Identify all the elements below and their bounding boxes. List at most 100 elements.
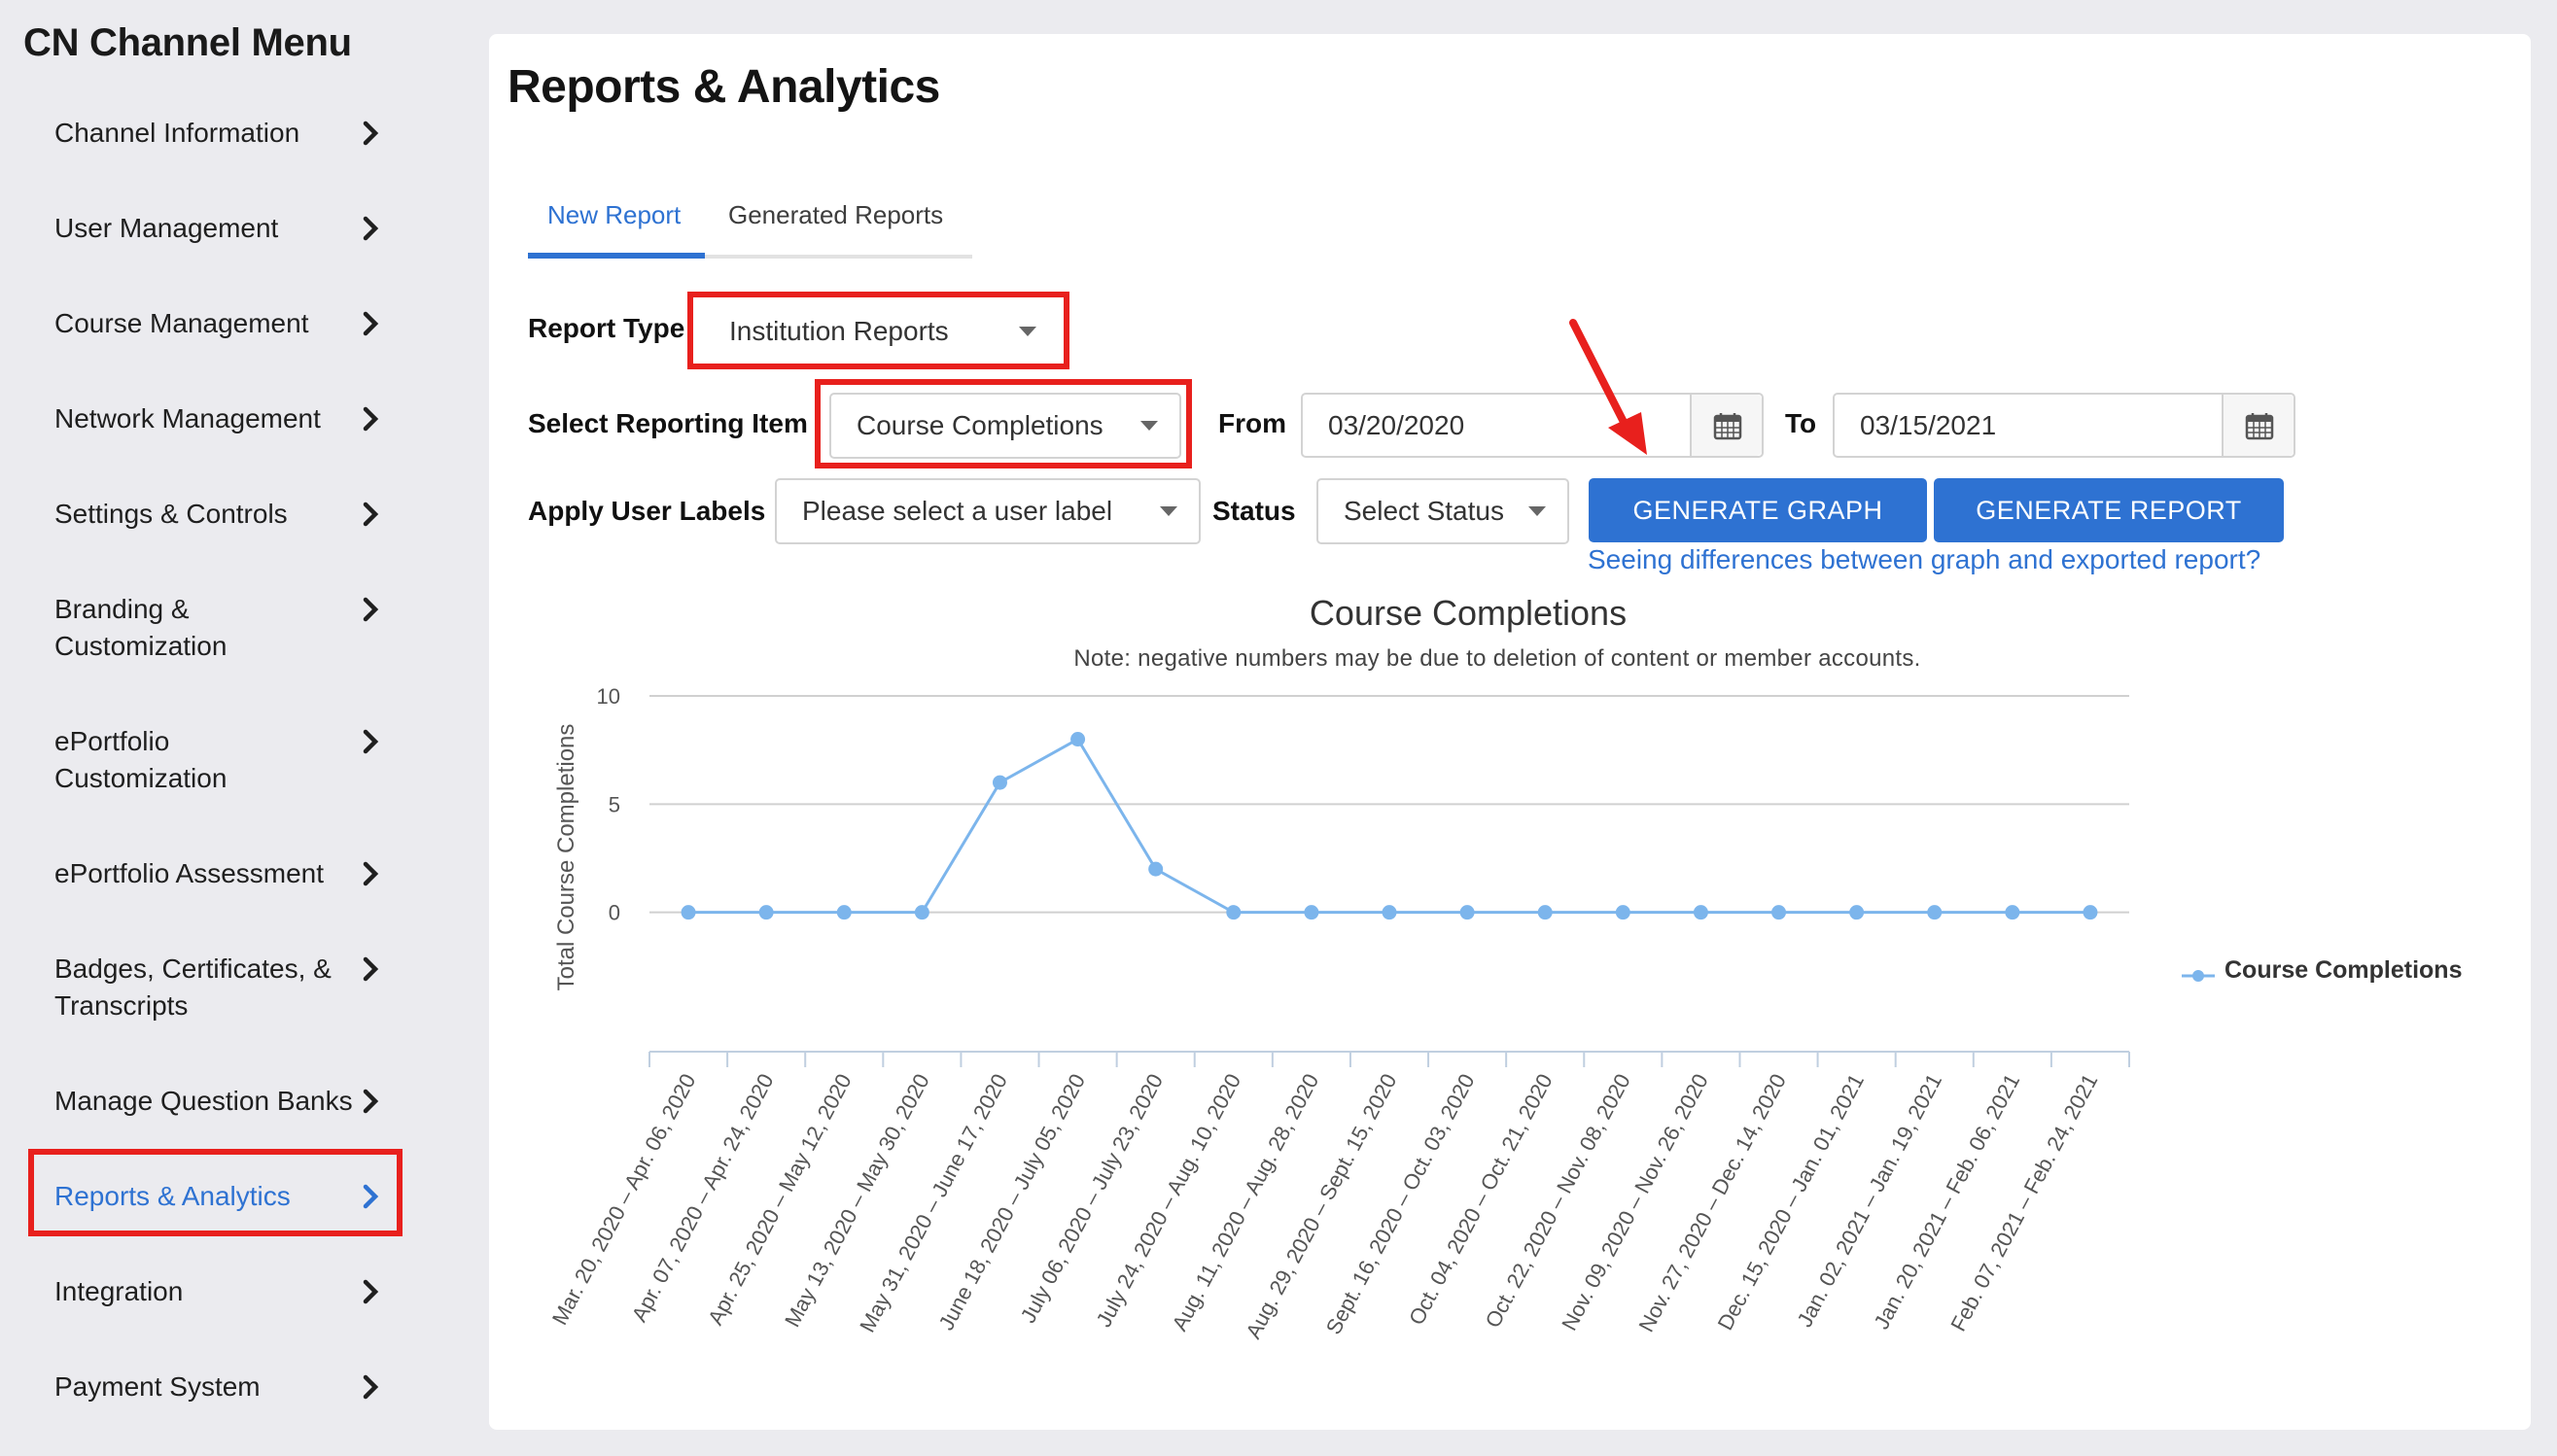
data-point bbox=[1771, 905, 1787, 920]
sidebar-item-label: Badges, Certificates, & Transcripts bbox=[54, 953, 332, 1021]
sidebar-item-label: Branding & Customization bbox=[54, 594, 228, 661]
sidebar-item-label: Settings & Controls bbox=[54, 499, 288, 529]
chevron-right-icon bbox=[363, 121, 379, 146]
sidebar-item-branding-customization[interactable]: Branding & Customization bbox=[54, 591, 385, 665]
sidebar-item-payment-system[interactable]: Payment System bbox=[54, 1369, 385, 1405]
legend-label: Course Completions bbox=[2224, 956, 2463, 984]
x-tick-label: Sept. 16, 2020 – Oct. 03, 2020 bbox=[1321, 1070, 1480, 1338]
sidebar-item-eportfolio-assessment[interactable]: ePortfolio Assessment bbox=[54, 855, 385, 892]
y-tick-label: 0 bbox=[609, 901, 620, 925]
chevron-right-icon bbox=[363, 1279, 379, 1304]
generate-graph-button[interactable]: GENERATE GRAPH bbox=[1589, 478, 1927, 542]
status-label: Status bbox=[1212, 496, 1296, 526]
sidebar-item-badges-certificates-transcripts[interactable]: Badges, Certificates, & Transcripts bbox=[54, 951, 385, 1024]
highlight-box bbox=[28, 1149, 403, 1236]
from-label: From bbox=[1218, 408, 1286, 438]
data-point bbox=[1070, 732, 1086, 747]
report-type-value: Institution Reports bbox=[729, 316, 949, 346]
user-labels-label: Apply User Labels bbox=[528, 496, 766, 526]
calendar-button[interactable] bbox=[1690, 395, 1762, 456]
data-point bbox=[1615, 905, 1630, 920]
chevron-right-icon bbox=[363, 311, 379, 336]
to-date-input[interactable]: 03/15/2021 bbox=[1833, 393, 2295, 458]
sidebar-item-manage-question-banks[interactable]: Manage Question Banks bbox=[54, 1083, 385, 1120]
chevron-right-icon bbox=[363, 1374, 379, 1400]
sidebar-item-integration[interactable]: Integration bbox=[54, 1273, 385, 1310]
sidebar-item-channel-information[interactable]: Channel Information bbox=[54, 115, 385, 152]
data-point bbox=[2005, 905, 2020, 920]
y-tick-label: 10 bbox=[597, 684, 620, 709]
sidebar-title: CN Channel Menu bbox=[23, 21, 352, 64]
sidebar-item-label: ePortfolio Assessment bbox=[54, 858, 325, 888]
x-tick-label: Apr. 25, 2020 – May 12, 2020 bbox=[703, 1070, 857, 1330]
chevron-right-icon bbox=[363, 216, 379, 241]
x-tick-label: July 06, 2020 – July 23, 2020 bbox=[1016, 1070, 1168, 1327]
data-point bbox=[1226, 905, 1242, 920]
sidebar: CN Channel Menu Channel Information User… bbox=[0, 0, 457, 1456]
y-tick-label: 5 bbox=[609, 792, 620, 816]
to-label: To bbox=[1785, 408, 1817, 438]
data-point bbox=[1537, 905, 1553, 920]
sidebar-item-settings-controls[interactable]: Settings & Controls bbox=[54, 496, 385, 533]
calendar-button[interactable] bbox=[2222, 395, 2294, 456]
x-tick-label: Mar. 20, 2020 – Apr. 06, 2020 bbox=[547, 1070, 701, 1330]
sidebar-item-label: Channel Information bbox=[54, 118, 300, 148]
chevron-right-icon bbox=[363, 597, 379, 622]
highlight-box bbox=[815, 379, 1192, 468]
data-point bbox=[992, 775, 1007, 790]
highlight-box bbox=[687, 292, 1069, 369]
user-labels-select[interactable]: Please select a user label bbox=[775, 478, 1201, 544]
sidebar-item-label: ePortfolio Customization bbox=[54, 726, 228, 793]
x-tick-label: May 31, 2020 – June 17, 2020 bbox=[855, 1070, 1012, 1336]
x-tick-label: Jan. 20, 2021 – Feb. 06, 2021 bbox=[1869, 1070, 2024, 1334]
sidebar-item-label: Integration bbox=[54, 1276, 184, 1306]
sidebar-item-reports-analytics[interactable]: Reports & Analytics bbox=[54, 1178, 385, 1215]
sidebar-item-eportfolio-customization[interactable]: ePortfolio Customization bbox=[54, 723, 385, 797]
caret-down-icon bbox=[1140, 421, 1158, 431]
legend-marker-icon bbox=[2182, 970, 2215, 982]
series-course-completions bbox=[681, 732, 2098, 920]
to-date-value: 03/15/2021 bbox=[1860, 409, 1997, 440]
chevron-right-icon bbox=[363, 729, 379, 754]
sidebar-item-label: User Management bbox=[54, 213, 279, 243]
data-point bbox=[758, 905, 774, 920]
tab-new-report[interactable]: New Report bbox=[547, 200, 682, 229]
chart-subtitle: Note: negative numbers may be due to del… bbox=[1073, 645, 1921, 672]
grid-lines bbox=[649, 695, 2129, 914]
caret-down-icon bbox=[1160, 506, 1177, 516]
from-date-input[interactable]: 03/20/2020 bbox=[1301, 393, 1764, 458]
x-tick-label: Aug. 11, 2020 – Aug. 28, 2020 bbox=[1167, 1070, 1323, 1335]
x-tick-label: Nov. 09, 2020 – Nov. 26, 2020 bbox=[1557, 1070, 1713, 1335]
x-tick-label: Jan. 02, 2021 – Jan. 19, 2021 bbox=[1792, 1070, 1946, 1332]
course-completions-chart: 0 5 10 Total Course Completions Mar. 20, 2… bbox=[547, 684, 2130, 1343]
status-select[interactable]: Select Status bbox=[1316, 478, 1569, 544]
report-type-select[interactable]: Institution Reports bbox=[702, 297, 1060, 365]
sidebar-item-network-management[interactable]: Network Management bbox=[54, 400, 385, 437]
reporting-item-label: Select Reporting Item bbox=[528, 408, 808, 438]
reporting-item-select[interactable]: Course Completions bbox=[829, 393, 1181, 459]
tab-bar: New Report Generated Reports bbox=[528, 192, 972, 259]
active-tab-indicator bbox=[528, 253, 705, 259]
data-point bbox=[1927, 905, 1943, 920]
x-tick-label: July 24, 2020 – Aug. 10, 2020 bbox=[1091, 1070, 1245, 1332]
generate-report-button[interactable]: GENERATE REPORT bbox=[1934, 478, 2284, 542]
calendar-icon bbox=[1713, 413, 1742, 440]
series-line bbox=[688, 737, 2090, 915]
y-axis-label: Total Course Completions bbox=[553, 724, 579, 991]
page-title: Reports & Analytics bbox=[508, 61, 940, 113]
tab-generated-reports[interactable]: Generated Reports bbox=[728, 200, 944, 229]
x-tick-label: Nov. 27, 2020 – Dec. 14, 2020 bbox=[1634, 1070, 1791, 1336]
sidebar-item-label: Reports & Analytics bbox=[54, 1181, 291, 1211]
help-link[interactable]: Seeing differences between graph and exp… bbox=[1588, 544, 2261, 574]
reporting-item-value: Course Completions bbox=[857, 410, 1103, 440]
x-tick-label: Oct. 22, 2020 – Nov. 08, 2020 bbox=[1481, 1070, 1635, 1332]
sidebar-item-course-management[interactable]: Course Management bbox=[54, 305, 385, 342]
data-point bbox=[1148, 861, 1164, 877]
data-point bbox=[1304, 905, 1319, 920]
data-point bbox=[914, 905, 929, 920]
chevron-right-icon bbox=[363, 502, 379, 527]
sidebar-item-user-management[interactable]: User Management bbox=[54, 210, 385, 247]
x-tick-label: Aug. 29, 2020 – Sept. 15, 2020 bbox=[1241, 1070, 1401, 1343]
caret-down-icon bbox=[1528, 506, 1546, 516]
